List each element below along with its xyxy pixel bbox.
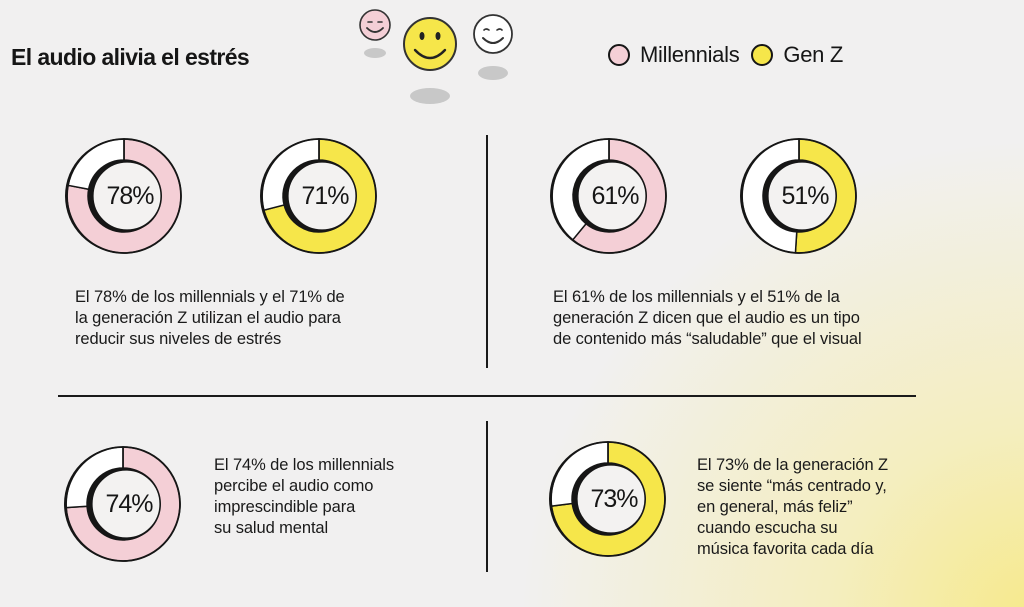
panel-stress-description: El 78% de los millennials y el 71% de la… — [75, 287, 345, 350]
description-line: cuando escucha su — [697, 519, 838, 537]
legend-label-millennials: Millennials — [640, 42, 740, 67]
donut-ring — [550, 138, 667, 254]
description-line: El 74% de los millennials — [214, 456, 395, 474]
smileys-illustration — [359, 9, 513, 104]
legend-swatch-millennials — [608, 44, 630, 66]
donut-ring — [65, 138, 182, 254]
donut-healthier-genz: 51% — [740, 137, 858, 255]
donut-hole — [577, 161, 647, 231]
legend-label-genz: Gen Z — [783, 42, 844, 67]
donut-value-label: 51% — [781, 181, 829, 210]
donut-value-label: 73% — [590, 484, 638, 513]
donut-ring — [740, 138, 857, 254]
description-line: en general, más feliz” — [697, 498, 853, 516]
description-line: música favorita cada día — [697, 540, 874, 558]
description-line: se siente “más centrado y, — [697, 477, 887, 495]
donut-healthier-millennials: 61% — [550, 137, 668, 255]
smiley-pink-icon — [359, 9, 391, 58]
donut-value-label: 61% — [591, 181, 639, 210]
legend-item-millennials: Millennials — [608, 42, 740, 68]
donut-hole — [92, 161, 162, 231]
donut-value-label: 78% — [106, 181, 154, 210]
page-title: El audio alivia el estrés — [11, 44, 250, 70]
description-line: su salud mental — [214, 519, 329, 537]
donut-stress-genz: 71% — [260, 137, 378, 255]
donut-hole — [287, 161, 357, 231]
legend: Millennials Gen Z — [608, 42, 855, 68]
smiley-yellow-icon — [403, 17, 457, 104]
donut-value-label: 74% — [105, 489, 153, 518]
donut-mental-health-millennials: 74% — [64, 445, 182, 563]
donut-hole — [91, 469, 161, 539]
vertical-divider-top — [486, 135, 488, 368]
vertical-divider-bottom — [486, 421, 488, 572]
description-line: de contenido más “saludable” que el visu… — [553, 330, 862, 348]
legend-item-genz: Gen Z — [751, 42, 843, 68]
donut-ring — [549, 441, 666, 557]
panel-healthier-description: El 61% de los millennials y el 51% de la… — [553, 287, 862, 350]
panel-mental-health-description: El 74% de los millennials percibe el aud… — [214, 455, 394, 539]
description-line: la generación Z utilizan el audio para — [75, 309, 341, 327]
horizontal-divider — [58, 395, 916, 397]
legend-swatch-genz — [751, 44, 774, 66]
smiley-white-icon — [473, 14, 513, 80]
description-line: reducir sus niveles de estrés — [75, 330, 282, 348]
description-line: percibe el audio como — [214, 477, 374, 495]
donut-stress-millennials: 78% — [65, 137, 183, 255]
donut-value-label: 71% — [301, 181, 349, 210]
description-line: El 73% de la generación Z — [697, 456, 889, 474]
description-line: imprescindible para — [214, 498, 356, 516]
donut-hole — [767, 161, 837, 231]
description-line: generación Z dicen que el audio es un ti… — [553, 309, 860, 327]
description-line: El 78% de los millennials y el 71% de — [75, 288, 345, 306]
description-line: El 61% de los millennials y el 51% de la — [553, 288, 840, 306]
donut-hole — [576, 464, 646, 534]
donut-happier-genz: 73% — [549, 440, 667, 558]
panel-happier-description: El 73% de la generación Z se siente “más… — [697, 455, 888, 560]
donut-ring — [260, 138, 377, 254]
donut-ring — [64, 446, 181, 562]
